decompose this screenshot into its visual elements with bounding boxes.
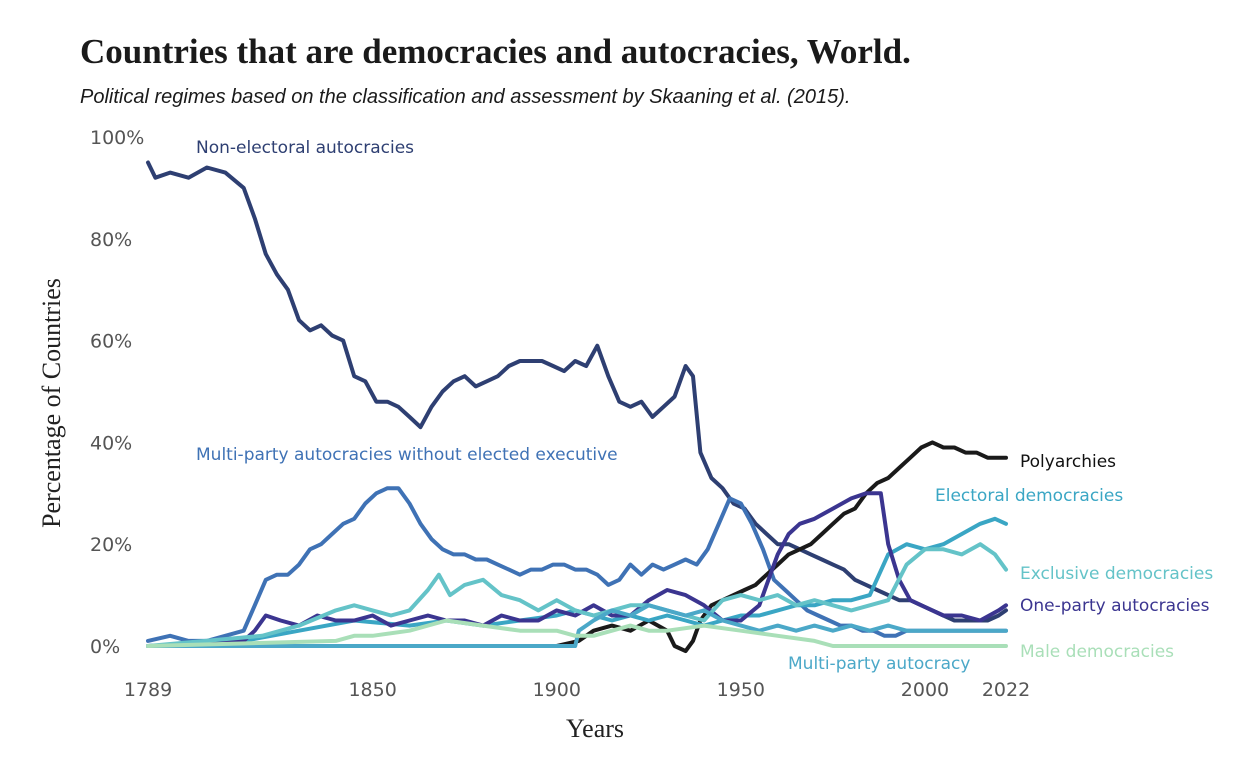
y-tick-label: 20%	[90, 534, 132, 556]
series-label: Electoral democracies	[935, 486, 1123, 506]
series-line-non-electoral-autocracies	[146, 160, 1008, 623]
y-tick-label: 100%	[90, 127, 144, 149]
series-label: Exclusive democracies	[1020, 564, 1213, 584]
chart-title: Countries that are democracies and autoc…	[80, 32, 911, 71]
x-tick-label: 1950	[717, 679, 765, 701]
series-line-male-democracies	[146, 618, 1008, 648]
x-tick-label: 2000	[901, 679, 949, 701]
x-tick-label: 2022	[982, 679, 1030, 701]
chart-subtitle: Political regimes based on the classific…	[80, 86, 851, 108]
x-tick-label: 1789	[124, 679, 172, 701]
series-label: One-party autocracies	[1020, 596, 1210, 616]
y-tick-label: 0%	[90, 636, 120, 658]
series-line-exclusive-democracies	[146, 542, 1008, 648]
y-tick-label: 80%	[90, 229, 132, 251]
series-label: Multi-party autocracies without elected …	[196, 445, 618, 465]
x-tick-label: 1850	[348, 679, 396, 701]
y-axis-ticks: 0% 20% 40% 60% 80% 100%	[90, 127, 144, 658]
series-label: Multi-party autocracy	[788, 654, 970, 674]
series-lines	[146, 160, 1008, 654]
series-label: Non-electoral autocracies	[196, 138, 414, 158]
series-line-multi-party-autocracy	[146, 603, 1008, 648]
x-axis-title: Years	[566, 714, 624, 743]
series-line-one-party-autocracies	[146, 491, 1008, 648]
series-label: Polyarchies	[1020, 452, 1116, 472]
y-tick-label: 40%	[90, 432, 132, 454]
x-tick-label: 1900	[533, 679, 581, 701]
x-axis-ticks: 1789 1850 1900 1950 2000 2022	[124, 679, 1030, 701]
series-line-polyarchies	[146, 440, 1008, 654]
y-tick-label: 60%	[90, 331, 132, 353]
series-labels: Non-electoral autocracies Multi-party aut…	[196, 138, 1213, 674]
series-label: Male democracies	[1020, 642, 1174, 662]
y-axis-title: Percentage of Countries	[37, 278, 66, 528]
